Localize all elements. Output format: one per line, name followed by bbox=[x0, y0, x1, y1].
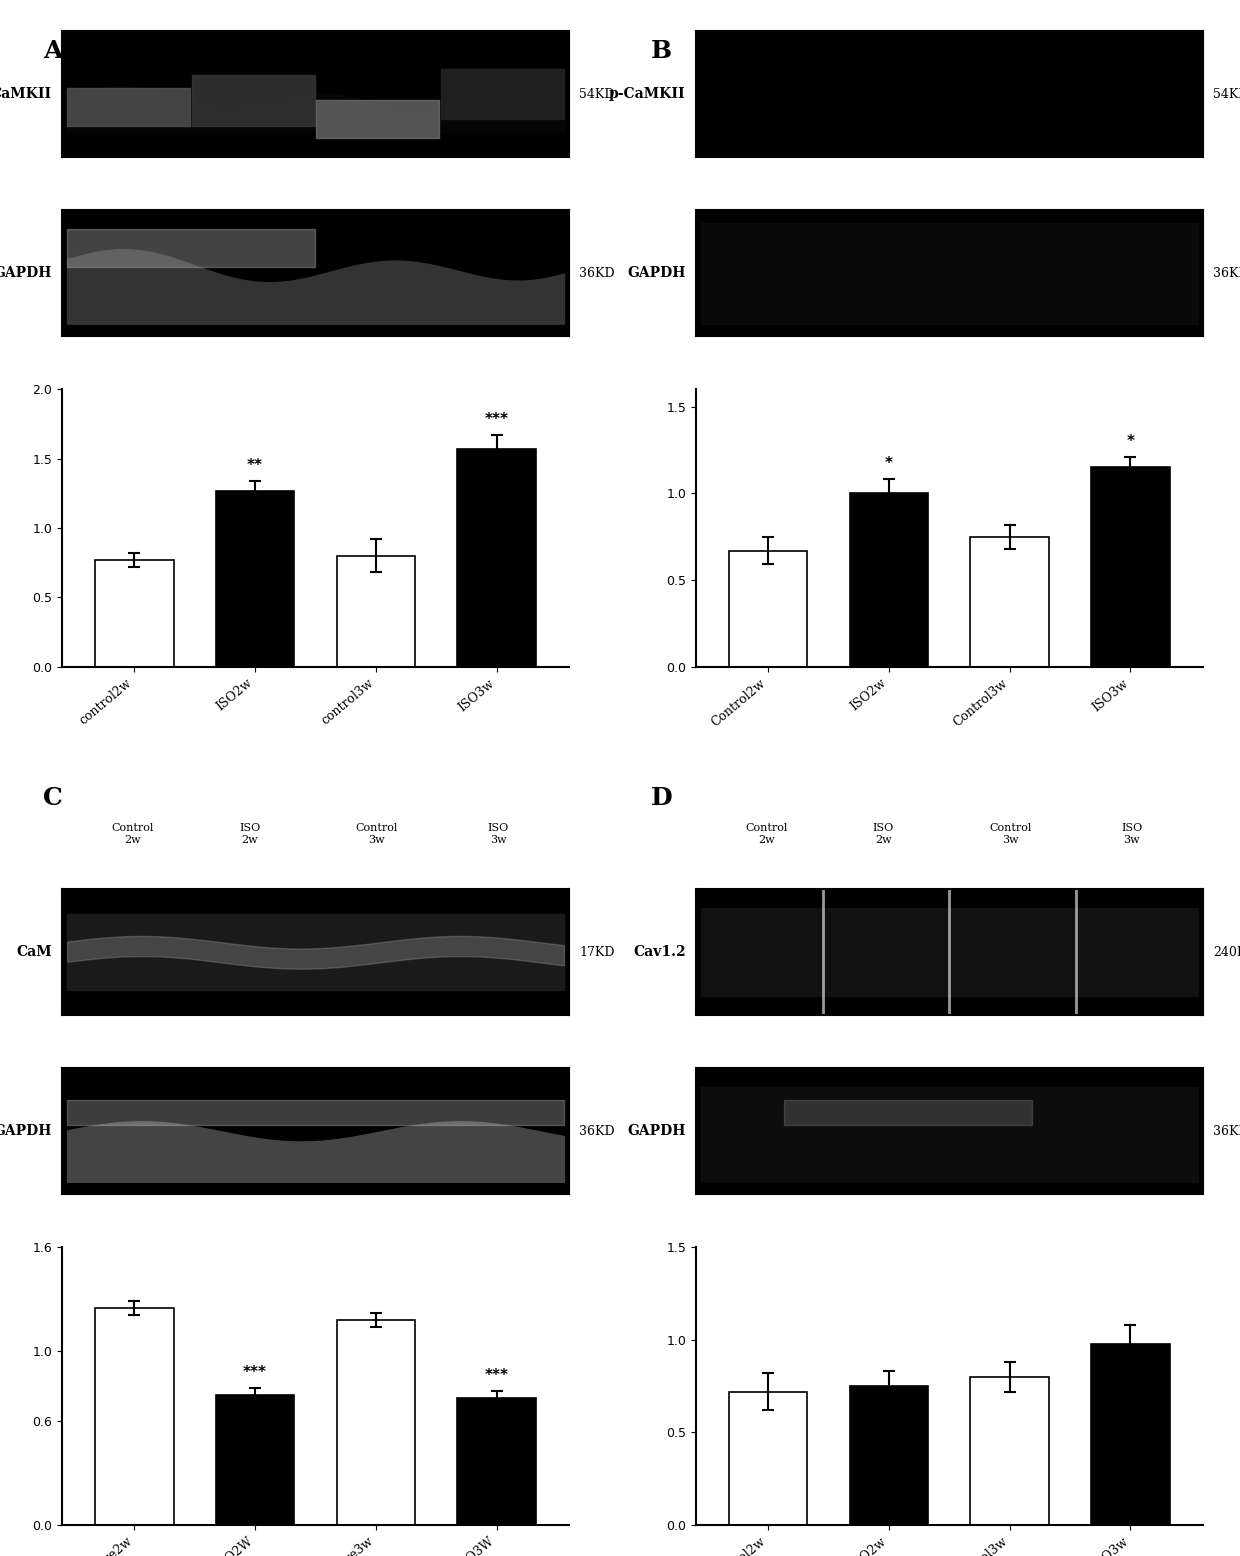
Text: ***: *** bbox=[485, 412, 508, 426]
Text: ISO
2w: ISO 2w bbox=[873, 823, 894, 845]
Text: GAPDH: GAPDH bbox=[627, 1125, 686, 1139]
Text: GAPDH: GAPDH bbox=[0, 1125, 52, 1139]
Bar bbox=[458, 1399, 536, 1525]
Text: GAPDH: GAPDH bbox=[0, 266, 52, 280]
Text: ISO
2w: ISO 2w bbox=[239, 823, 260, 845]
Text: 54KD: 54KD bbox=[1213, 87, 1240, 101]
Text: 36KD: 36KD bbox=[1213, 1125, 1240, 1137]
Bar bbox=[1091, 467, 1169, 668]
Text: 54KD: 54KD bbox=[579, 87, 615, 101]
Text: Control
2w: Control 2w bbox=[745, 823, 787, 845]
Bar bbox=[95, 1309, 174, 1525]
Text: CaMKII: CaMKII bbox=[0, 87, 52, 101]
Bar bbox=[971, 537, 1049, 668]
Text: D: D bbox=[651, 786, 672, 809]
Text: 36KD: 36KD bbox=[579, 266, 615, 280]
Text: ISO
3w: ISO 3w bbox=[1121, 823, 1142, 845]
Bar bbox=[1091, 1343, 1169, 1525]
Bar bbox=[216, 1394, 294, 1525]
Bar bbox=[849, 493, 929, 668]
Text: **: ** bbox=[247, 457, 263, 473]
Bar bbox=[849, 1386, 929, 1525]
Text: *: * bbox=[1126, 434, 1135, 448]
Text: B: B bbox=[651, 39, 672, 62]
Bar bbox=[216, 490, 294, 668]
Text: 36KD: 36KD bbox=[1213, 266, 1240, 280]
Bar bbox=[458, 450, 536, 668]
Bar bbox=[729, 551, 807, 668]
Text: *: * bbox=[885, 456, 893, 471]
Text: CaM: CaM bbox=[16, 946, 52, 960]
Text: 36KD: 36KD bbox=[579, 1125, 615, 1137]
Text: ISO
3w: ISO 3w bbox=[487, 823, 508, 845]
Text: 17KD: 17KD bbox=[579, 946, 615, 958]
Text: ***: *** bbox=[485, 1368, 508, 1383]
Text: Control
3w: Control 3w bbox=[355, 823, 398, 845]
Bar bbox=[971, 1377, 1049, 1525]
Bar bbox=[336, 555, 415, 668]
Text: Control
3w: Control 3w bbox=[990, 823, 1032, 845]
Text: Control
2w: Control 2w bbox=[112, 823, 154, 845]
Bar bbox=[95, 560, 174, 668]
Bar bbox=[729, 1391, 807, 1525]
Text: C: C bbox=[43, 786, 63, 809]
Bar bbox=[336, 1319, 415, 1525]
Text: GAPDH: GAPDH bbox=[627, 266, 686, 280]
Text: ***: *** bbox=[243, 1365, 267, 1380]
Text: Cav1.2: Cav1.2 bbox=[632, 946, 686, 960]
Text: p-CaMKII: p-CaMKII bbox=[609, 87, 686, 101]
Text: 240KD: 240KD bbox=[1213, 946, 1240, 958]
Text: A: A bbox=[43, 39, 63, 62]
